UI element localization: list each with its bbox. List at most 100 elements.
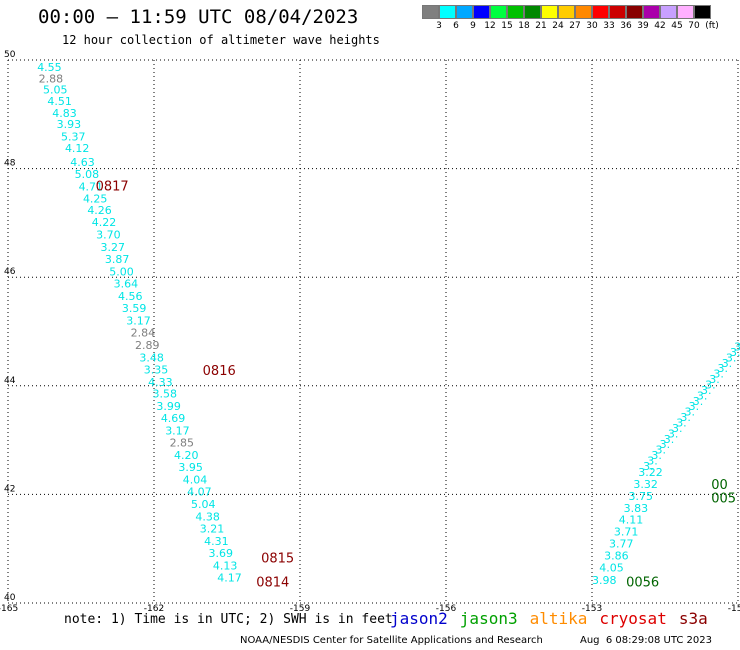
wave-height-label: 3.59 bbox=[122, 302, 147, 315]
wave-height-label-crowded: 3. bbox=[726, 351, 737, 364]
wave-height-label: 3.70 bbox=[96, 229, 121, 242]
legend-label: 39 bbox=[637, 21, 649, 31]
legend-label: 12 bbox=[484, 21, 496, 31]
wave-height-label: 4.38 bbox=[195, 510, 220, 523]
y-tick-label: 42 bbox=[4, 484, 15, 494]
credit-timestamp: Aug 6 08:29:08 UTC 2023 bbox=[580, 635, 712, 646]
wave-height-label: 3.71 bbox=[614, 526, 639, 539]
wave-height-label: 4.07 bbox=[187, 485, 212, 498]
page-subtitle: 12 hour collection of altimeter wave hei… bbox=[62, 33, 380, 47]
wave-height-label: 3.58 bbox=[153, 388, 178, 401]
wave-height-label: 3.77 bbox=[609, 538, 634, 551]
wave-height-label-crowded: 3. bbox=[722, 357, 733, 370]
wave-height-label-crowded: 3. bbox=[664, 433, 675, 446]
wave-height-label: 2.89 bbox=[135, 339, 160, 352]
wave-height-label: 3.22 bbox=[638, 466, 663, 479]
y-tick-label: 50 bbox=[4, 50, 16, 60]
satellite-cryosat: cryosat bbox=[599, 609, 667, 628]
wave-height-label: 3.32 bbox=[633, 478, 658, 491]
x-tick-label: -150 bbox=[728, 604, 740, 614]
wave-height-label: 4.11 bbox=[619, 514, 644, 527]
legend-swatch bbox=[694, 5, 711, 19]
legend-swatch bbox=[524, 5, 541, 19]
legend-label: 9 bbox=[470, 21, 476, 31]
legend-swatch bbox=[507, 5, 524, 19]
legend-label: 15 bbox=[501, 21, 513, 31]
page-title: 00:00 – 11:59 UTC 08/04/2023 bbox=[38, 6, 359, 28]
legend-label: 6 bbox=[453, 21, 459, 31]
wave-height-label: 3.17 bbox=[165, 425, 190, 438]
wave-height-label-crowded: 3. bbox=[643, 460, 654, 473]
y-tick-label: 44 bbox=[4, 376, 16, 386]
wave-height-label: 3.17 bbox=[126, 314, 151, 327]
legend-swatch bbox=[626, 5, 643, 19]
wave-height-label-crowded: 3. bbox=[709, 373, 720, 386]
wave-height-label: 3.35 bbox=[144, 363, 169, 376]
pass-time-label: 005 bbox=[711, 492, 736, 507]
x-tick-label: -156 bbox=[436, 604, 457, 614]
wave-height-label-crowded: 3. bbox=[680, 411, 691, 424]
legend-swatch bbox=[677, 5, 694, 19]
legend-swatch bbox=[575, 5, 592, 19]
pass-time-label: 0816 bbox=[203, 364, 236, 379]
legend-label: 33 bbox=[603, 21, 615, 31]
legend-label: 3 bbox=[436, 21, 442, 31]
legend-label: 30 bbox=[586, 21, 598, 31]
wave-height-label: 2.85 bbox=[170, 437, 195, 450]
pass-time-label: 0815 bbox=[261, 551, 294, 566]
legend-swatch bbox=[592, 5, 609, 19]
wave-height-label: 3.93 bbox=[57, 118, 82, 131]
x-tick-label: -162 bbox=[144, 604, 164, 614]
wave-height-label: 4.56 bbox=[118, 290, 143, 303]
satellite-jason3: jason3 bbox=[459, 609, 518, 628]
footer-note: note: 1) Time is in UTC; 2) SWH is in fe… bbox=[64, 612, 393, 627]
x-tick-label: -153 bbox=[582, 604, 602, 614]
satellite-legend: jason2 jason3 altika cryosat s3a bbox=[390, 609, 720, 628]
legend-label: 27 bbox=[569, 21, 581, 31]
wave-height-label-crowded: 3. bbox=[684, 406, 695, 419]
legend-label: 70 bbox=[688, 21, 700, 31]
wave-height-label: 5.08 bbox=[75, 168, 100, 181]
wave-height-label-crowded: 3. bbox=[689, 400, 700, 413]
wave-height-label: 3.48 bbox=[139, 351, 164, 364]
x-tick-label: -165 bbox=[0, 604, 18, 614]
wave-height-label: 4.25 bbox=[83, 192, 108, 205]
color-scale-labels: 3 6 9 12 15 18 21 24 27 30 33 36 39 42 45 70 (ft) bbox=[422, 21, 740, 33]
y-tick-label: 40 bbox=[4, 593, 16, 603]
wave-height-label-crowded: 3. bbox=[705, 379, 716, 392]
y-tick-label: 48 bbox=[4, 159, 16, 169]
credit-text: NOAA/NESDIS Center for Satellite Applica… bbox=[240, 635, 543, 646]
wave-height-label: 5.00 bbox=[109, 266, 134, 279]
wave-height-label: 2.84 bbox=[131, 326, 156, 339]
pass-time-label: 00 bbox=[711, 478, 728, 493]
wave-height-label-crowded: 3. bbox=[718, 362, 729, 375]
wave-height-label: 4.13 bbox=[213, 559, 238, 572]
wave-height-label: 3.83 bbox=[624, 502, 649, 515]
legend-label: 18 bbox=[518, 21, 530, 31]
pass-time-label: 0814 bbox=[256, 576, 289, 591]
wave-height-label-crowded: 3. bbox=[656, 444, 667, 457]
legend-swatch bbox=[609, 5, 626, 19]
wave-height-label-crowded: 3. bbox=[651, 449, 662, 462]
wave-height-label: 4.22 bbox=[92, 216, 117, 229]
wave-height-label-crowded: 3. bbox=[693, 395, 704, 408]
color-scale-legend bbox=[422, 5, 711, 19]
legend-label: 21 bbox=[535, 21, 547, 31]
wave-height-label-crowded: 3. bbox=[676, 417, 687, 430]
legend-swatch bbox=[541, 5, 558, 19]
wave-height-label: 4.71 bbox=[79, 180, 104, 193]
wave-height-label: 3.98 bbox=[592, 574, 617, 587]
legend-label: 42 bbox=[654, 21, 666, 31]
wave-height-label: 3.95 bbox=[178, 461, 203, 474]
y-tick-label: 46 bbox=[4, 267, 16, 277]
legend-swatch bbox=[456, 5, 473, 19]
wave-height-label: 5.04 bbox=[191, 498, 216, 511]
wave-height-label: 4.17 bbox=[217, 571, 242, 584]
wave-height-label-crowded: 3. bbox=[668, 427, 679, 440]
wave-height-label: 4.63 bbox=[70, 156, 95, 169]
wave-height-label: 5.05 bbox=[43, 84, 68, 97]
wave-height-label: 3.69 bbox=[209, 547, 234, 560]
legend-swatch bbox=[558, 5, 575, 19]
legend-swatch bbox=[473, 5, 490, 19]
satellite-altika: altika bbox=[529, 609, 588, 628]
